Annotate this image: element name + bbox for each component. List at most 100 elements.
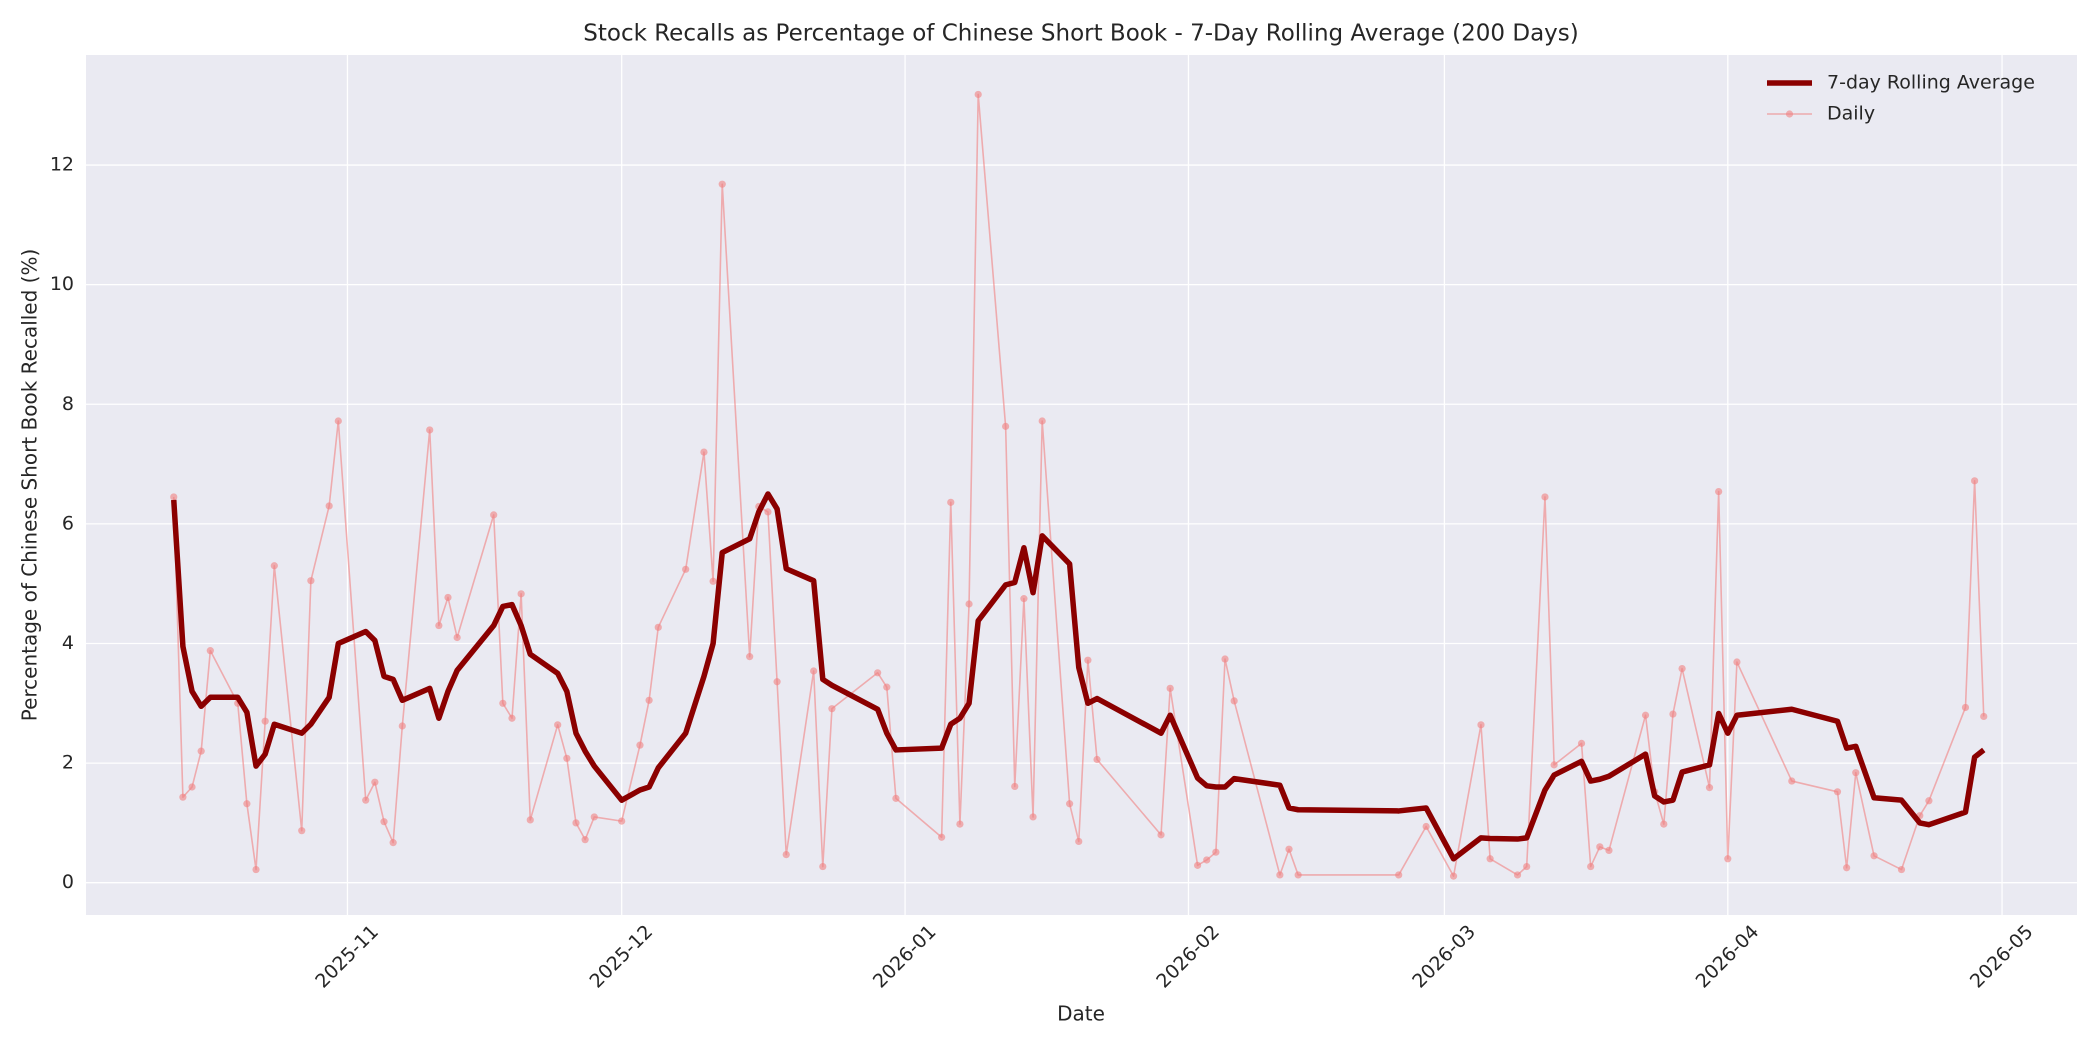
data-point [1961,703,1970,712]
data-point [1669,710,1677,718]
data-point [554,721,562,729]
data-point [883,683,891,691]
data-point [1221,655,1229,663]
data-point [1066,800,1074,808]
data-point [1587,862,1595,871]
data-point [974,90,982,99]
data-point [1513,871,1522,879]
data-point [1285,845,1293,853]
data-point [307,577,315,585]
data-point [1605,846,1613,855]
legend-label: Daily [1827,103,1875,125]
data-point [956,820,964,828]
data-point [517,590,525,598]
data-point [1212,848,1220,856]
data-point [1550,761,1558,769]
data-point [188,783,196,791]
x-tick-label: 2025-12 [585,921,657,993]
data-point [1075,837,1083,846]
data-point [1477,721,1485,729]
data-point [508,714,516,722]
data-point [810,667,818,675]
x-tick-label: 2026-04 [1692,921,1764,993]
x-tick-label: 2026-01 [869,921,941,993]
data-point [389,839,397,847]
data-point [526,816,534,824]
data-point [1641,711,1650,719]
data-point [965,600,973,608]
data-point [1422,822,1430,831]
chart-title: Stock Recalls as Percentage of Chinese S… [583,21,1579,47]
data-point [325,502,333,510]
data-point [398,722,406,730]
data-point [1203,856,1211,864]
x-tick-label: 2026-03 [1408,921,1480,993]
data-point [563,754,571,762]
data-point [819,862,827,871]
data-point [1724,855,1732,863]
data-point [1833,788,1842,796]
data-point [1038,417,1046,425]
x-axis-label: Date [1057,1002,1105,1026]
data-point [947,498,955,506]
x-tick-label: 2026-05 [1966,921,2038,993]
data-point [1705,784,1714,792]
data-point [1230,697,1238,705]
data-point [179,793,187,801]
data-point [1002,422,1010,430]
data-point [453,633,461,642]
data-point [1715,487,1723,496]
data-point [426,426,434,434]
data-point [1276,871,1284,879]
data-point [1449,872,1458,880]
data-point [380,818,388,826]
data-point [1294,871,1302,879]
x-tick-label: 2025-11 [311,921,383,993]
data-point [1093,755,1101,764]
x-tick-label: 2026-02 [1152,921,1224,993]
data-point [371,778,379,786]
data-point [682,565,690,573]
data-point [261,717,269,725]
data-point [490,511,498,519]
data-point [1523,862,1531,871]
y-tick-label: 10 [50,273,74,295]
y-axis-label: Percentage of Chinese Short Book Recalle… [18,249,42,722]
y-tick-label: 12 [50,154,74,176]
y-tick-label: 4 [62,632,74,654]
data-point [1852,769,1860,777]
data-point [270,562,278,570]
data-point [1788,777,1796,785]
data-point [618,817,626,825]
data-point [1660,820,1668,828]
data-point [764,508,772,516]
data-point [700,448,708,456]
data-point [1029,813,1037,821]
data-point [636,741,644,749]
data-point [718,180,726,188]
data-point [1011,782,1019,791]
data-point [444,593,452,602]
data-point [243,800,251,808]
data-point [828,705,836,713]
data-point [581,836,589,844]
data-point [1541,493,1549,501]
data-point [334,417,342,425]
data-point [1897,865,1906,874]
data-point [1157,831,1165,839]
data-point [892,794,900,802]
data-point [654,623,662,631]
y-tick-label: 2 [62,752,74,774]
data-point [362,796,370,804]
data-point [1925,797,1933,805]
data-point [170,493,178,501]
data-point [709,577,717,585]
y-tick-label: 6 [62,512,74,534]
data-point [197,747,205,755]
legend-label: 7-day Rolling Average [1827,72,2035,94]
data-point [1843,864,1851,872]
data-point [252,865,260,874]
legend-marker [1785,110,1794,118]
data-point [572,819,580,827]
